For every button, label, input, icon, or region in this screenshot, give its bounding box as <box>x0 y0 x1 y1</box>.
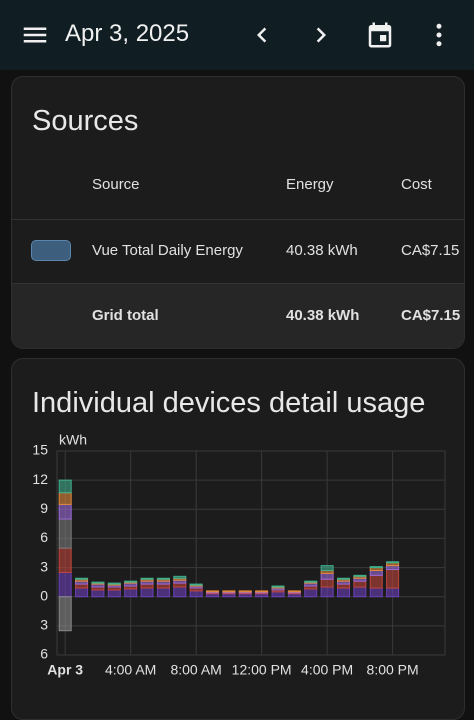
next-day-button[interactable] <box>306 20 336 50</box>
previous-day-button[interactable] <box>247 20 277 50</box>
more-button[interactable] <box>424 20 454 50</box>
calendar-button[interactable] <box>365 20 395 50</box>
column-header: Source <box>92 176 140 193</box>
source-name: Vue Total Daily Energy <box>92 242 243 259</box>
source-cost: CA$7.15 <box>401 242 460 259</box>
column-header: Energy <box>286 176 334 193</box>
divider <box>12 283 464 284</box>
date-label: Apr 3, 2025 <box>65 20 190 47</box>
total-cost: CA$7.15 <box>401 307 461 324</box>
sources-card: Sources Source Energy Cost Vue Total Dai… <box>11 76 465 349</box>
total-row <box>12 284 464 348</box>
menu-button[interactable] <box>20 20 50 50</box>
chart-title: Individual devices detail usage <box>32 387 426 419</box>
card-title: Sources <box>32 105 139 137</box>
devices-card: Individual devices detail usage <box>11 358 465 720</box>
source-energy: 40.38 kWh <box>286 242 358 259</box>
source-color <box>31 240 71 261</box>
app-header: Apr 3, 2025 <box>0 0 474 70</box>
total-label: Grid total <box>92 307 159 324</box>
divider <box>12 219 464 220</box>
total-energy: 40.38 kWh <box>286 307 360 324</box>
column-header: Cost <box>401 176 432 193</box>
